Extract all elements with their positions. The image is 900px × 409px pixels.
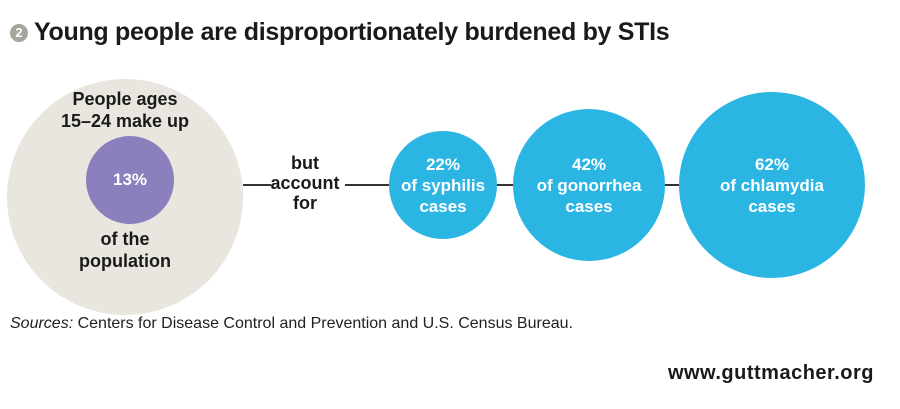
population-bottom-line1: of the [100, 229, 150, 249]
connector-line-4 [664, 184, 680, 186]
sti-bubble-label: 42% of gonorrhea cases [537, 154, 642, 217]
sources-label: Sources: [10, 315, 74, 332]
connector-line-1 [243, 184, 271, 186]
sti-percent: 42% [571, 154, 607, 174]
sti-label-line1: of gonorrhea [536, 175, 642, 195]
population-share-circle: 13% [86, 136, 174, 224]
population-top-line1: People ages [72, 89, 178, 109]
connector-line2-text: account [270, 173, 340, 193]
sti-label-line2: cases [419, 196, 467, 216]
sti-bubble-chlamydia: 62% of chlamydia cases [679, 92, 865, 278]
sources-note: Sources: Centers for Disease Control and… [10, 315, 573, 333]
connector-line3-text: for [293, 193, 317, 213]
population-bottom-label: of the population [7, 228, 243, 272]
sti-label-line2: cases [748, 196, 796, 216]
figure-number-badge: 2 [10, 23, 28, 42]
population-top-line2: 15–24 make up [60, 111, 190, 131]
connector-line1-text: but [291, 153, 319, 173]
connector-text: but account for [270, 153, 340, 213]
population-bottom-line2: population [79, 251, 171, 271]
sources-text: Centers for Disease Control and Preventi… [73, 315, 573, 332]
title-row: 2 Young people are disproportionately bu… [10, 18, 670, 47]
sti-label-line1: of chlamydia [720, 175, 824, 195]
sti-percent: 22% [425, 154, 460, 174]
sti-bubble-syphilis: 22% of syphilis cases [389, 131, 497, 239]
sti-bubble-label: 22% of syphilis cases [401, 154, 485, 217]
sti-bubble-label: 62% of chlamydia cases [720, 154, 824, 217]
chart-title: Young people are disproportionately burd… [34, 18, 670, 46]
population-top-label: People ages 15–24 make up [7, 88, 243, 132]
sti-percent: 62% [754, 154, 789, 174]
sti-label-line2: cases [565, 196, 613, 216]
sti-label-line1: of syphilis [400, 175, 486, 195]
sti-bubble-gonorrhea: 42% of gonorrhea cases [513, 109, 665, 261]
connector-line-3 [496, 184, 514, 186]
site-url: www.guttmacher.org [667, 362, 874, 384]
connector-line-2 [345, 184, 390, 186]
